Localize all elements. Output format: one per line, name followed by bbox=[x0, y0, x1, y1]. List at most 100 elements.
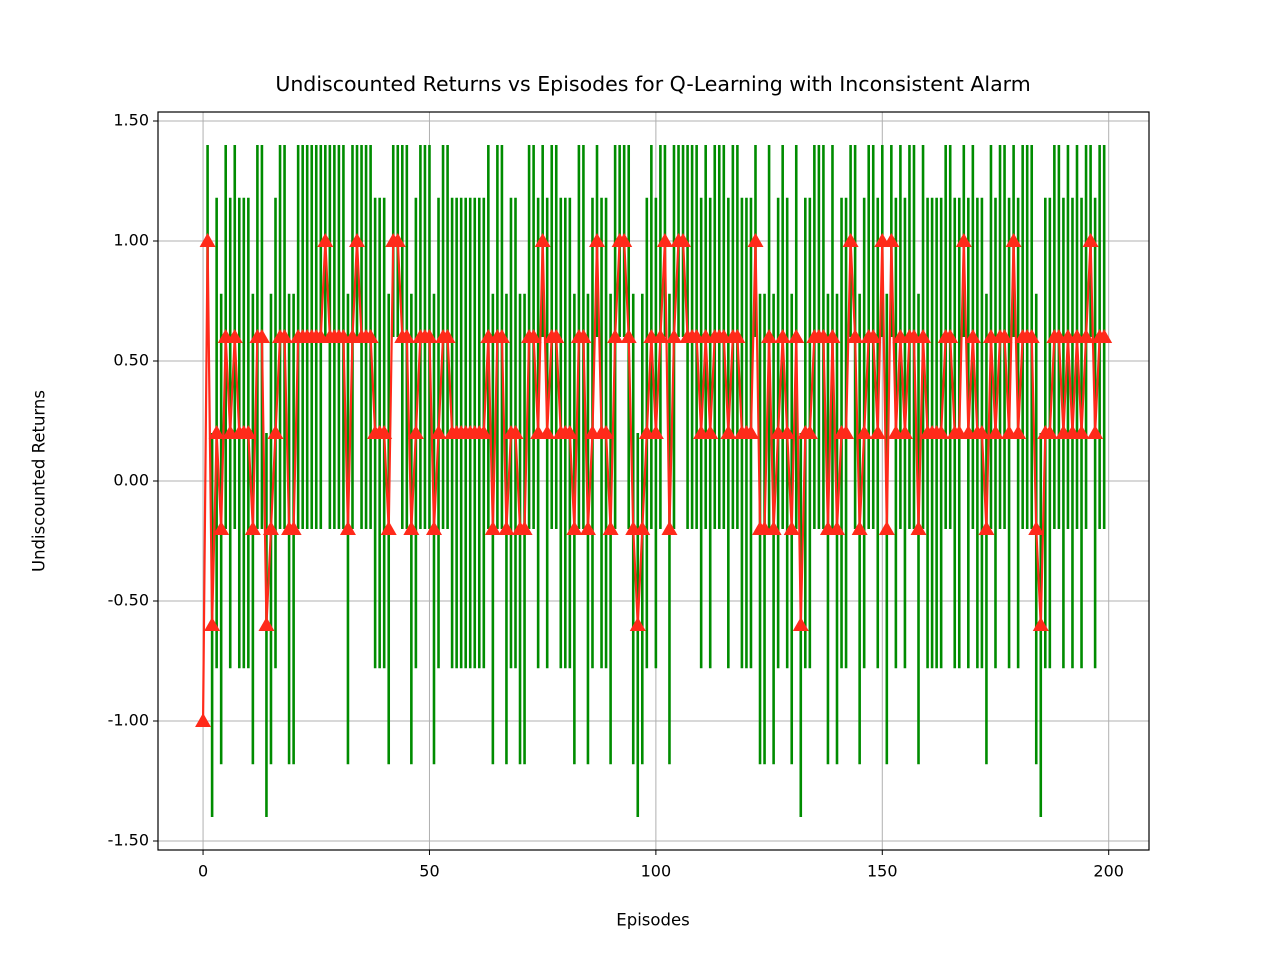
marker bbox=[761, 329, 778, 343]
marker bbox=[792, 617, 809, 631]
marker bbox=[244, 521, 261, 535]
marker bbox=[602, 521, 619, 535]
x-tick-label: 150 bbox=[867, 862, 898, 881]
marker bbox=[607, 329, 624, 343]
marker bbox=[561, 425, 578, 439]
marker bbox=[933, 425, 950, 439]
marker bbox=[865, 329, 882, 343]
marker bbox=[1082, 233, 1099, 247]
y-tick-label: 1.50 bbox=[113, 111, 149, 130]
marker bbox=[199, 233, 216, 247]
marker bbox=[339, 521, 356, 535]
marker bbox=[783, 521, 800, 535]
marker bbox=[204, 617, 221, 631]
marker bbox=[539, 425, 556, 439]
marker bbox=[258, 617, 275, 631]
marker bbox=[910, 521, 927, 535]
marker bbox=[1023, 329, 1040, 343]
marker bbox=[647, 425, 664, 439]
marker bbox=[253, 329, 270, 343]
marker bbox=[398, 329, 415, 343]
marker bbox=[634, 521, 651, 535]
marker bbox=[942, 329, 959, 343]
marker bbox=[507, 425, 524, 439]
marker bbox=[987, 425, 1004, 439]
marker bbox=[579, 521, 596, 535]
marker bbox=[534, 233, 551, 247]
marker bbox=[847, 329, 864, 343]
marker bbox=[589, 233, 606, 247]
marker bbox=[362, 329, 379, 343]
marker bbox=[661, 521, 678, 535]
marker bbox=[208, 425, 225, 439]
marker bbox=[226, 329, 243, 343]
marker bbox=[430, 425, 447, 439]
marker bbox=[1096, 329, 1113, 343]
marker bbox=[425, 521, 442, 535]
marker bbox=[493, 329, 510, 343]
marker bbox=[747, 233, 764, 247]
y-tick-label: 0.00 bbox=[113, 471, 149, 490]
marker bbox=[525, 329, 542, 343]
marker bbox=[883, 233, 900, 247]
marker bbox=[349, 233, 366, 247]
marker bbox=[1010, 425, 1027, 439]
series bbox=[195, 233, 1113, 727]
marker bbox=[869, 425, 886, 439]
y-tick-label: -0.50 bbox=[108, 591, 149, 610]
marker bbox=[1005, 233, 1022, 247]
marker bbox=[421, 329, 438, 343]
marker bbox=[851, 521, 868, 535]
marker bbox=[403, 521, 420, 535]
marker bbox=[516, 521, 533, 535]
marker bbox=[842, 233, 859, 247]
marker bbox=[616, 233, 633, 247]
marker bbox=[665, 329, 682, 343]
marker bbox=[978, 521, 995, 535]
y-tick-label: 1.00 bbox=[113, 231, 149, 250]
marker bbox=[652, 329, 669, 343]
y-axis-label: Undiscounted Returns bbox=[30, 390, 49, 572]
marker bbox=[213, 521, 230, 535]
marker bbox=[996, 329, 1013, 343]
marker bbox=[620, 329, 637, 343]
marker bbox=[629, 617, 646, 631]
marker bbox=[240, 425, 257, 439]
series-line bbox=[201, 239, 1105, 722]
marker bbox=[262, 521, 279, 535]
ticks: -1.50 -1.00 -0.50 0.00 0.50 1.00 1.50 0 50 100 150… bbox=[108, 111, 1124, 881]
x-tick-label: 50 bbox=[419, 862, 439, 881]
marker bbox=[484, 521, 501, 535]
marker bbox=[829, 521, 846, 535]
marker bbox=[964, 329, 981, 343]
x-axis-label: Episodes bbox=[616, 911, 689, 930]
marker bbox=[376, 425, 393, 439]
marker bbox=[1032, 617, 1049, 631]
marker bbox=[380, 521, 397, 535]
marker bbox=[475, 425, 492, 439]
marker bbox=[566, 521, 583, 535]
marker bbox=[439, 329, 456, 343]
marker bbox=[195, 713, 212, 727]
marker bbox=[742, 425, 759, 439]
marker bbox=[801, 425, 818, 439]
marker bbox=[548, 329, 565, 343]
y-tick-label: -1.50 bbox=[108, 831, 149, 850]
marker bbox=[276, 329, 293, 343]
marker bbox=[774, 329, 791, 343]
marker bbox=[915, 329, 932, 343]
marker bbox=[498, 521, 515, 535]
marker bbox=[878, 521, 895, 535]
y-tick-label: -1.00 bbox=[108, 711, 149, 730]
marker bbox=[317, 233, 334, 247]
marker bbox=[675, 233, 692, 247]
marker bbox=[824, 329, 841, 343]
marker bbox=[788, 329, 805, 343]
marker bbox=[575, 329, 592, 343]
chart-title: Undiscounted Returns vs Episodes for Q-L… bbox=[275, 72, 1030, 96]
marker bbox=[779, 425, 796, 439]
marker bbox=[1073, 425, 1090, 439]
marker bbox=[656, 233, 673, 247]
